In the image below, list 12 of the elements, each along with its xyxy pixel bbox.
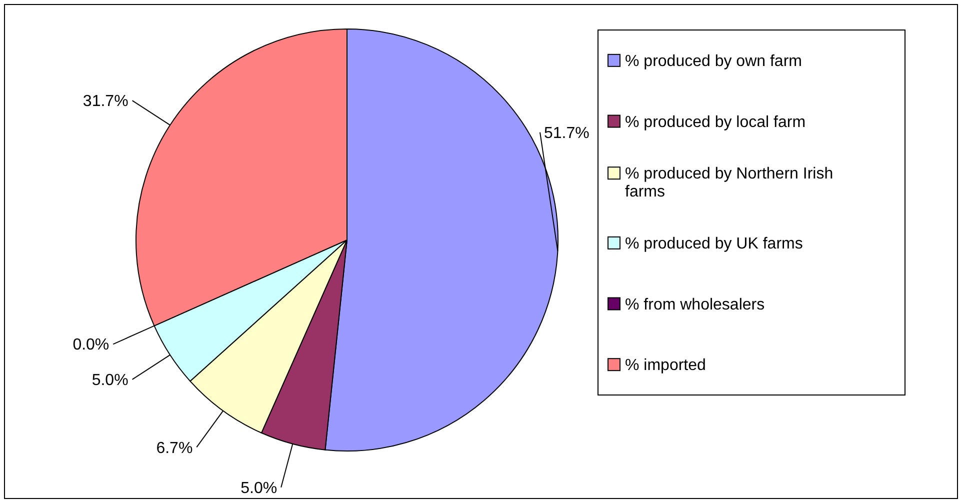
legend-label: % produced by own farm xyxy=(625,53,802,70)
data-label: 6.7% xyxy=(156,440,193,457)
text: 0.0% xyxy=(72,336,110,354)
data-label: 5.0% xyxy=(240,480,278,497)
legend-label: % from wholesalers xyxy=(625,296,765,314)
legend-label: % imported xyxy=(625,357,706,374)
legend-label: % produced by local farm xyxy=(625,114,806,131)
data-label: 51.7% xyxy=(544,124,590,142)
data-label: 31.7% xyxy=(82,93,128,110)
legend-label: % produced by Northern Irish farms xyxy=(625,166,834,201)
legend-label: % produced by UK farms xyxy=(625,236,803,253)
data-label: 5.0% xyxy=(92,372,128,390)
